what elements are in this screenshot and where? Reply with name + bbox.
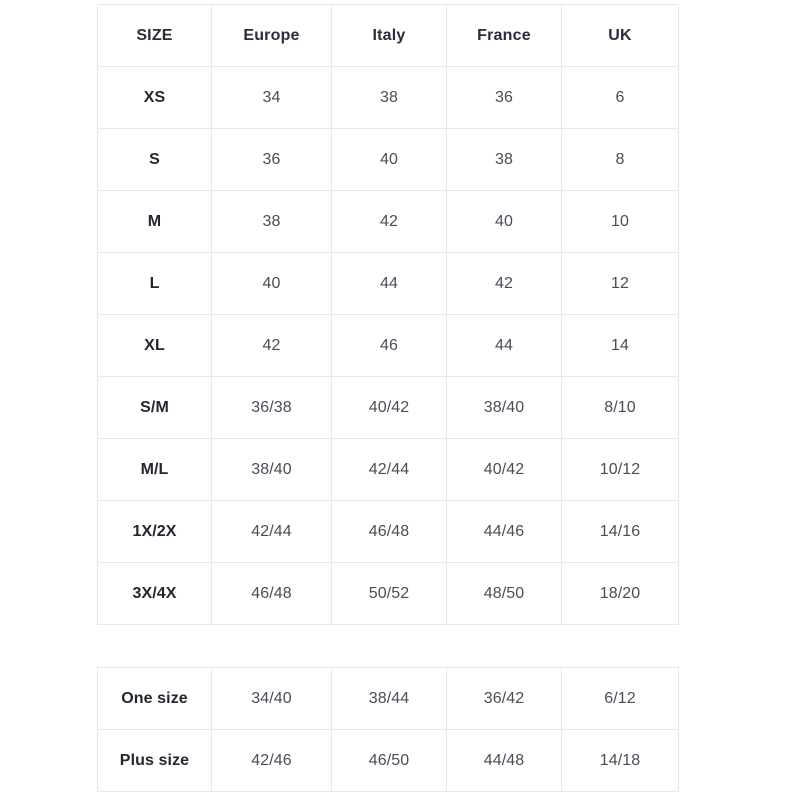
cell-italy: 46 xyxy=(331,314,447,377)
cell-uk: 10 xyxy=(561,190,679,253)
cell-italy: 46/50 xyxy=(331,729,447,792)
cell-italy: 42/44 xyxy=(331,438,447,501)
table-row: XL 42 46 44 14 xyxy=(97,314,679,377)
table-row: 1X/2X 42/44 46/48 44/46 14/16 xyxy=(97,500,679,563)
table-row: 3X/4X 46/48 50/52 48/50 18/20 xyxy=(97,562,679,625)
cell-europe: 38/40 xyxy=(211,438,332,501)
cell-europe: 38 xyxy=(211,190,332,253)
column-header-uk: UK xyxy=(561,4,679,67)
row-label: Plus size xyxy=(97,729,212,792)
standard-size-table: SIZE Europe Italy France UK XS 34 38 36 … xyxy=(97,4,679,625)
cell-europe: 34/40 xyxy=(211,667,332,730)
table-row: One size 34/40 38/44 36/42 6/12 xyxy=(97,667,679,730)
cell-uk: 8 xyxy=(561,128,679,191)
row-label: M/L xyxy=(97,438,212,501)
cell-europe: 40 xyxy=(211,252,332,315)
cell-france: 48/50 xyxy=(446,562,562,625)
cell-europe: 42 xyxy=(211,314,332,377)
cell-italy: 38/44 xyxy=(331,667,447,730)
cell-france: 38 xyxy=(446,128,562,191)
cell-europe: 46/48 xyxy=(211,562,332,625)
cell-france: 44/48 xyxy=(446,729,562,792)
row-label: One size xyxy=(97,667,212,730)
row-label: M xyxy=(97,190,212,253)
cell-italy: 42 xyxy=(331,190,447,253)
table-row: Plus size 42/46 46/50 44/48 14/18 xyxy=(97,729,679,792)
one-size-plus-size-table: One size 34/40 38/44 36/42 6/12 Plus siz… xyxy=(97,667,679,792)
table-body: XS 34 38 36 6 S 36 40 38 8 M 38 42 40 10 xyxy=(97,66,679,625)
cell-europe: 36 xyxy=(211,128,332,191)
cell-europe: 34 xyxy=(211,66,332,129)
cell-uk: 14 xyxy=(561,314,679,377)
column-header-size: SIZE xyxy=(97,4,212,67)
column-header-france: France xyxy=(446,4,562,67)
table-row: M/L 38/40 42/44 40/42 10/12 xyxy=(97,438,679,501)
cell-europe: 36/38 xyxy=(211,376,332,439)
table-header: SIZE Europe Italy France UK xyxy=(97,4,679,67)
cell-uk: 18/20 xyxy=(561,562,679,625)
cell-france: 36/42 xyxy=(446,667,562,730)
cell-italy: 40 xyxy=(331,128,447,191)
table-row: L 40 44 42 12 xyxy=(97,252,679,315)
cell-italy: 44 xyxy=(331,252,447,315)
cell-italy: 40/42 xyxy=(331,376,447,439)
row-label: XS xyxy=(97,66,212,129)
row-label: L xyxy=(97,252,212,315)
cell-uk: 10/12 xyxy=(561,438,679,501)
cell-uk: 8/10 xyxy=(561,376,679,439)
cell-france: 38/40 xyxy=(446,376,562,439)
column-header-italy: Italy xyxy=(331,4,447,67)
header-row: SIZE Europe Italy France UK xyxy=(97,4,679,67)
cell-uk: 12 xyxy=(561,252,679,315)
cell-italy: 38 xyxy=(331,66,447,129)
cell-france: 44/46 xyxy=(446,500,562,563)
cell-europe: 42/44 xyxy=(211,500,332,563)
cell-france: 40/42 xyxy=(446,438,562,501)
table-row: S/M 36/38 40/42 38/40 8/10 xyxy=(97,376,679,439)
cell-france: 36 xyxy=(446,66,562,129)
cell-uk: 14/18 xyxy=(561,729,679,792)
cell-italy: 46/48 xyxy=(331,500,447,563)
row-label: S/M xyxy=(97,376,212,439)
cell-uk: 14/16 xyxy=(561,500,679,563)
column-header-europe: Europe xyxy=(211,4,332,67)
table-row: M 38 42 40 10 xyxy=(97,190,679,253)
table-body: One size 34/40 38/44 36/42 6/12 Plus siz… xyxy=(97,667,679,792)
cell-uk: 6 xyxy=(561,66,679,129)
row-label: 1X/2X xyxy=(97,500,212,563)
table-row: XS 34 38 36 6 xyxy=(97,66,679,129)
cell-france: 44 xyxy=(446,314,562,377)
cell-france: 42 xyxy=(446,252,562,315)
cell-italy: 50/52 xyxy=(331,562,447,625)
row-label: S xyxy=(97,128,212,191)
table-row: S 36 40 38 8 xyxy=(97,128,679,191)
cell-france: 40 xyxy=(446,190,562,253)
cell-europe: 42/46 xyxy=(211,729,332,792)
row-label: XL xyxy=(97,314,212,377)
cell-uk: 6/12 xyxy=(561,667,679,730)
row-label: 3X/4X xyxy=(97,562,212,625)
